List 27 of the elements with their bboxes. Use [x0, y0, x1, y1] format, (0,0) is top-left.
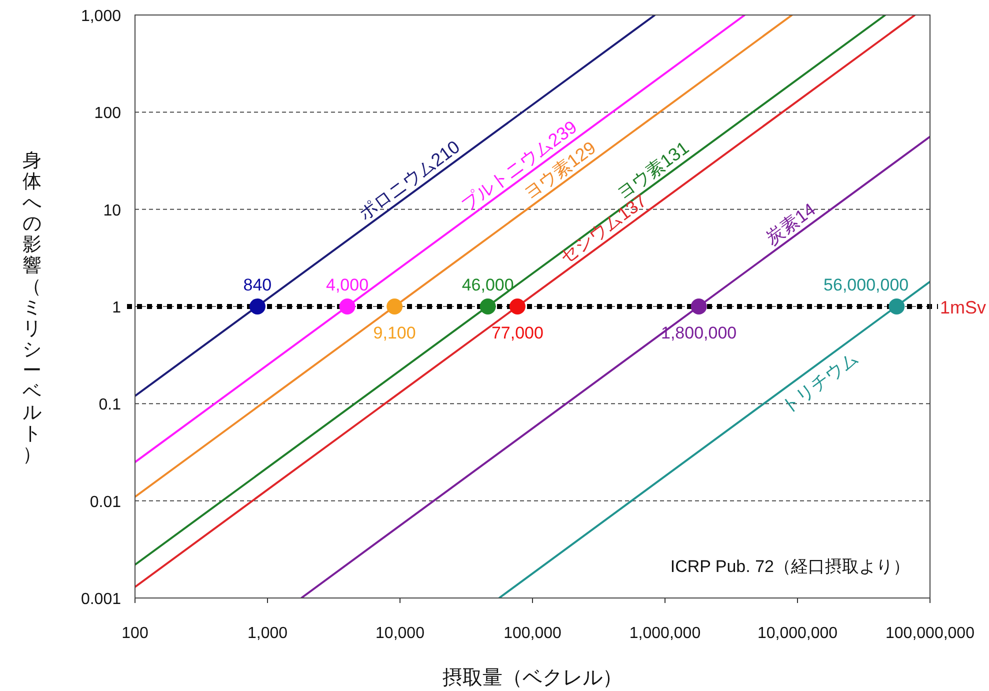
- text: トリチウム: [777, 348, 862, 418]
- y-tick-label: 1: [112, 300, 122, 316]
- x-tick-label: 1,000: [247, 625, 288, 642]
- annotation: 77,000: [491, 324, 544, 342]
- annotation: 56,000,000: [824, 276, 909, 294]
- annotation: 840: [243, 276, 272, 294]
- annotation: 9,100: [373, 324, 416, 342]
- y-tick-label: 100: [94, 105, 122, 122]
- annotation: 1,800,000: [661, 324, 737, 342]
- x-tick-label: 1,000,000: [629, 625, 701, 642]
- annotation: 4,000: [326, 276, 369, 294]
- y-tick-label: 0.1: [98, 396, 122, 414]
- x-tick-label: 100,000: [504, 625, 562, 642]
- x-axis-title: 摂取量（ベクレル）: [442, 667, 622, 689]
- y-tick-label: 10: [103, 202, 122, 220]
- x-tick-label: 100,000,000: [886, 625, 975, 642]
- y-tick-label: 0.01: [90, 494, 122, 511]
- annotation: ICRP Pub. 72（経口摂取より）: [670, 557, 910, 576]
- x-tick-label: 10,000,000: [757, 625, 838, 642]
- y-tick-label: 1,000: [80, 8, 122, 25]
- text: 炭素14: [762, 199, 820, 249]
- x-tick-label: 10,000: [376, 625, 425, 642]
- ref-line-label: 1mSv: [940, 298, 986, 318]
- text: 身体への影響（ミリシーベルト）: [22, 150, 42, 466]
- annotation: 46,000: [462, 276, 514, 294]
- x-tick-label: 100: [122, 625, 148, 642]
- y-tick-label: 0.001: [80, 591, 122, 608]
